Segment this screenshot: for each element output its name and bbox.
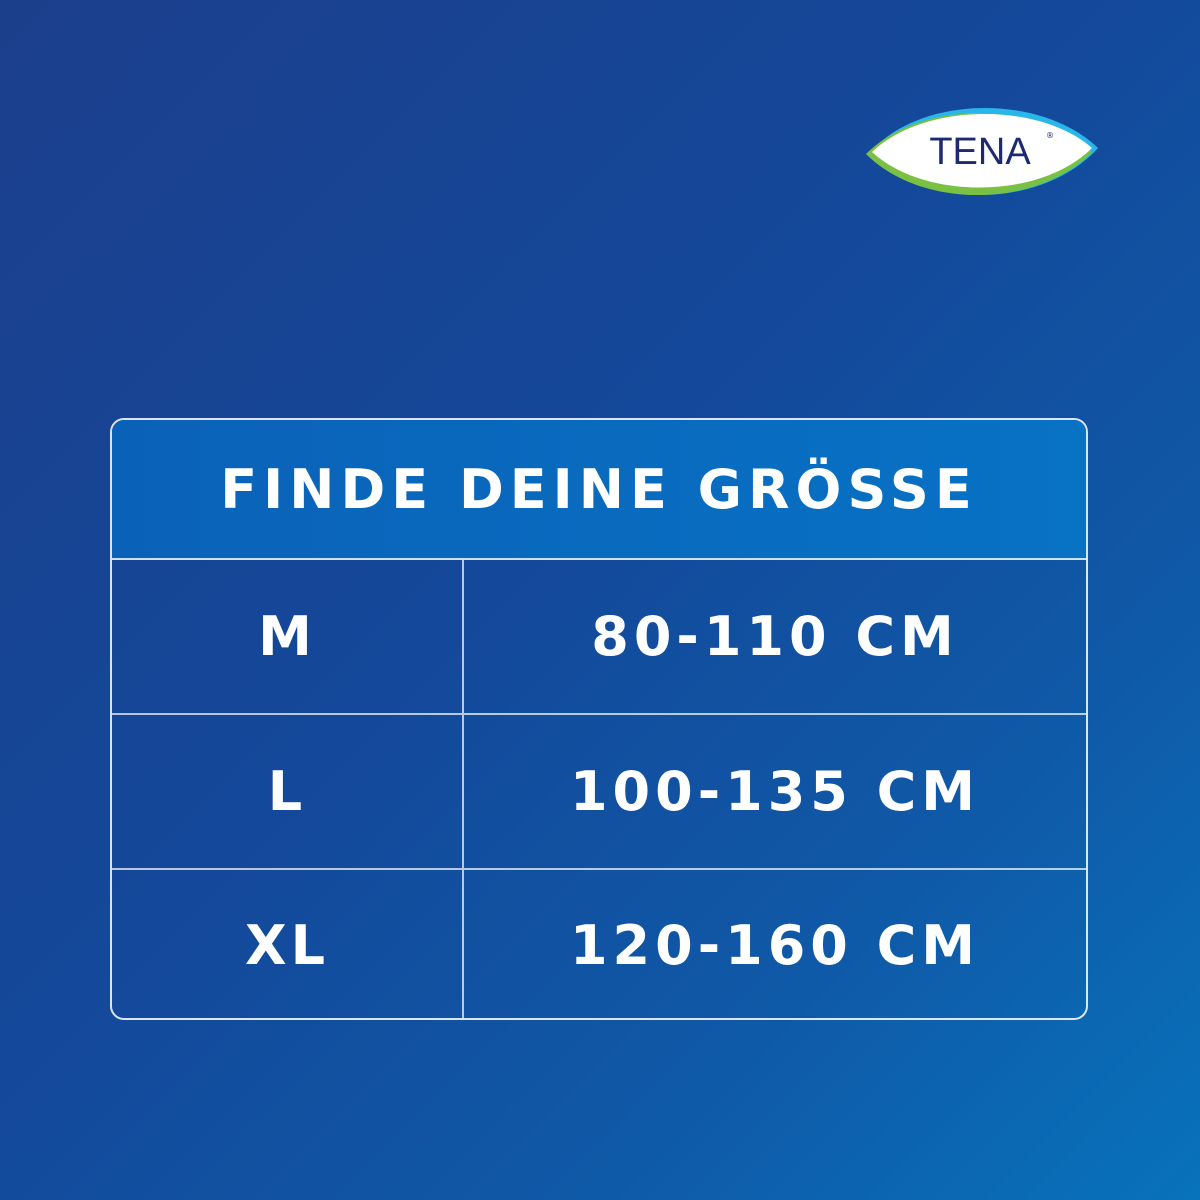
tena-logo: TENA ®: [866, 107, 1098, 196]
table-row: XL 120-160 CM: [112, 870, 1086, 1018]
table-row: L 100-135 CM: [112, 715, 1086, 870]
size-range: 120-160 CM: [569, 914, 981, 977]
size-label: M: [112, 560, 464, 713]
size-label: XL: [112, 870, 464, 1018]
svg-text:®: ®: [1046, 131, 1054, 140]
size-table: FINDE DEINE GRÖSSE M 80-110 CM L 100-135…: [110, 418, 1088, 1020]
table-row: M 80-110 CM: [112, 560, 1086, 715]
size-label: L: [112, 715, 464, 868]
table-title: FINDE DEINE GRÖSSE: [112, 420, 1086, 560]
size-range: 100-135 CM: [569, 760, 981, 823]
svg-text:TENA: TENA: [929, 131, 1031, 173]
size-range: 80-110 CM: [591, 605, 959, 668]
